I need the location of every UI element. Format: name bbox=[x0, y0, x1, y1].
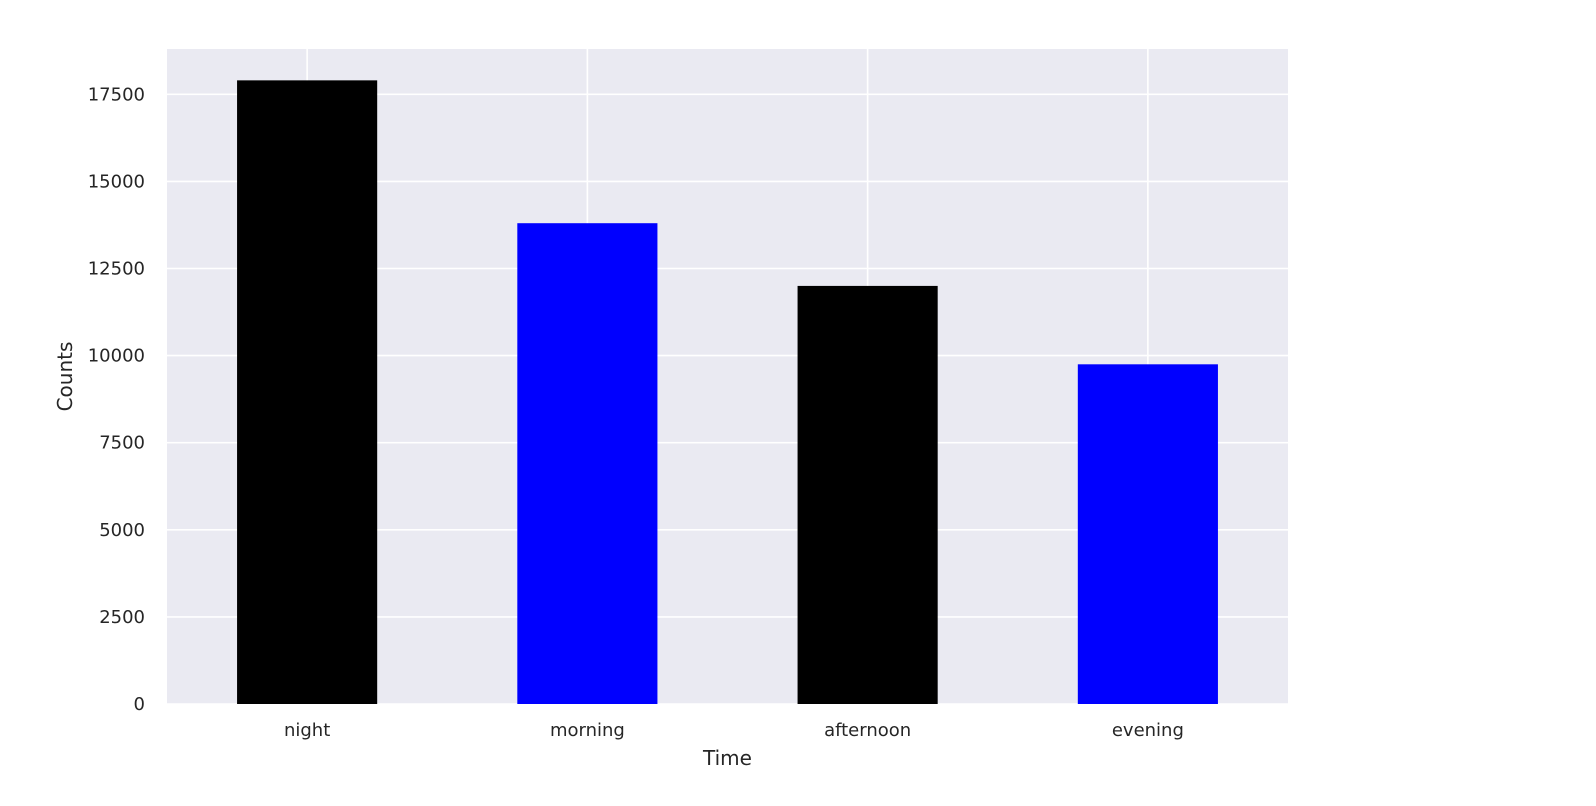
y-tick-label: 12500 bbox=[88, 258, 145, 279]
y-tick-label: 7500 bbox=[99, 433, 145, 454]
y-tick-label: 10000 bbox=[88, 346, 145, 367]
x-axis-ticks: night morning afternoon evening bbox=[284, 720, 1184, 741]
y-tick-label: 17500 bbox=[88, 84, 145, 105]
bar-night bbox=[237, 80, 378, 704]
x-tick-label: night bbox=[284, 720, 330, 741]
bar-afternoon bbox=[797, 285, 938, 704]
x-tick-label: evening bbox=[1112, 720, 1184, 741]
y-tick-label: 0 bbox=[134, 694, 145, 715]
x-axis-label: Time bbox=[702, 746, 752, 770]
bar-morning bbox=[517, 223, 658, 704]
x-tick-label: afternoon bbox=[824, 720, 911, 741]
x-tick-label: morning bbox=[550, 720, 625, 741]
y-tick-label: 2500 bbox=[99, 607, 145, 628]
bar-evening bbox=[1077, 364, 1218, 704]
y-axis-ticks: 0 2500 5000 7500 10000 12500 15000 17500 bbox=[88, 84, 145, 715]
y-tick-label: 5000 bbox=[99, 520, 145, 541]
bars bbox=[237, 80, 1218, 704]
y-axis-label: Counts bbox=[53, 342, 77, 412]
y-tick-label: 15000 bbox=[88, 171, 145, 192]
